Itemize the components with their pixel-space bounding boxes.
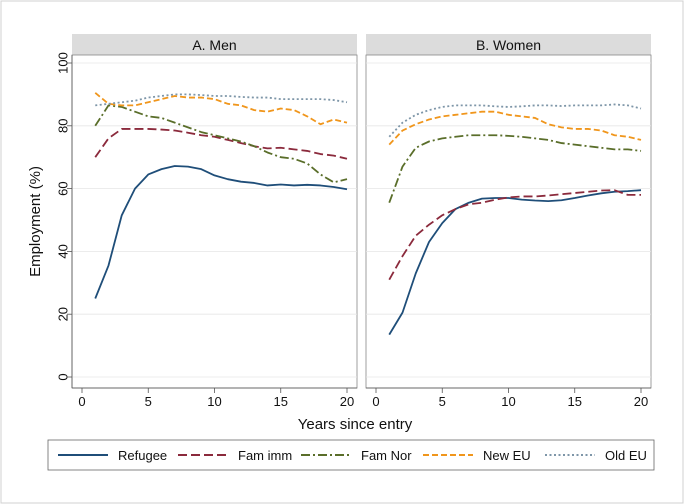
legend-label-fam-nor: Fam Nor [361, 448, 412, 463]
line-refugee-women [388, 189, 642, 336]
line-old-eu-women [388, 103, 642, 138]
gridlines-men [72, 62, 357, 378]
panel-title-men: A. Men [192, 37, 236, 53]
plot-area-women [365, 54, 652, 389]
legend: Refugee Fam imm Fam Nor New EU Old EU [47, 439, 655, 471]
line-new-eu-men [94, 92, 348, 126]
x-tick-label: 10 [207, 394, 221, 409]
legend-label-new-eu: New EU [483, 448, 531, 463]
x-tick-label: 10 [501, 394, 515, 409]
line-fam-nor-men [94, 104, 348, 184]
legend-label-refugee: Refugee [118, 448, 167, 463]
x-tick-label: 0 [78, 394, 85, 409]
panel-title-women: B. Women [476, 37, 541, 53]
x-tick-label: 15 [568, 394, 582, 409]
line-fam-imm-men [94, 128, 348, 160]
series-women [388, 103, 642, 336]
y-tick-label: 20 [56, 307, 71, 321]
panel-men: A. Men 0 5 10 15 20 [71, 34, 358, 409]
legend-label-old-eu: Old EU [605, 448, 647, 463]
x-tick-label: 5 [145, 394, 152, 409]
panel-header-women [366, 34, 651, 55]
x-axis-women: 0 5 10 15 20 [366, 387, 651, 409]
x-tick-label: 20 [634, 394, 648, 409]
y-tick-label: 0 [56, 373, 71, 380]
line-new-eu-women [388, 110, 642, 146]
y-tick-label: 100 [56, 52, 71, 74]
y-tick-label: 80 [56, 119, 71, 133]
y-tick-label: 40 [56, 244, 71, 258]
panel-header-men [72, 34, 357, 55]
line-fam-imm-women [388, 189, 641, 281]
y-axis: 0 20 40 60 80 100 [56, 52, 73, 388]
panel-women: B. Women 0 5 10 15 20 [365, 34, 652, 409]
x-axis-men: 0 5 10 15 20 [72, 387, 357, 409]
legend-box [47, 439, 655, 471]
x-tick-label: 5 [439, 394, 446, 409]
series-men [94, 92, 348, 299]
x-axis-label: Years since entry [298, 416, 413, 433]
x-tick-label: 15 [274, 394, 288, 409]
y-tick-label: 60 [56, 181, 71, 195]
line-refugee-men [94, 165, 348, 299]
line-old-eu-men [95, 93, 348, 107]
legend-label-fam-imm: Fam imm [238, 448, 292, 463]
y-axis-label: Employment (%) [27, 166, 44, 277]
x-tick-label: 20 [340, 394, 354, 409]
x-tick-label: 0 [372, 394, 379, 409]
